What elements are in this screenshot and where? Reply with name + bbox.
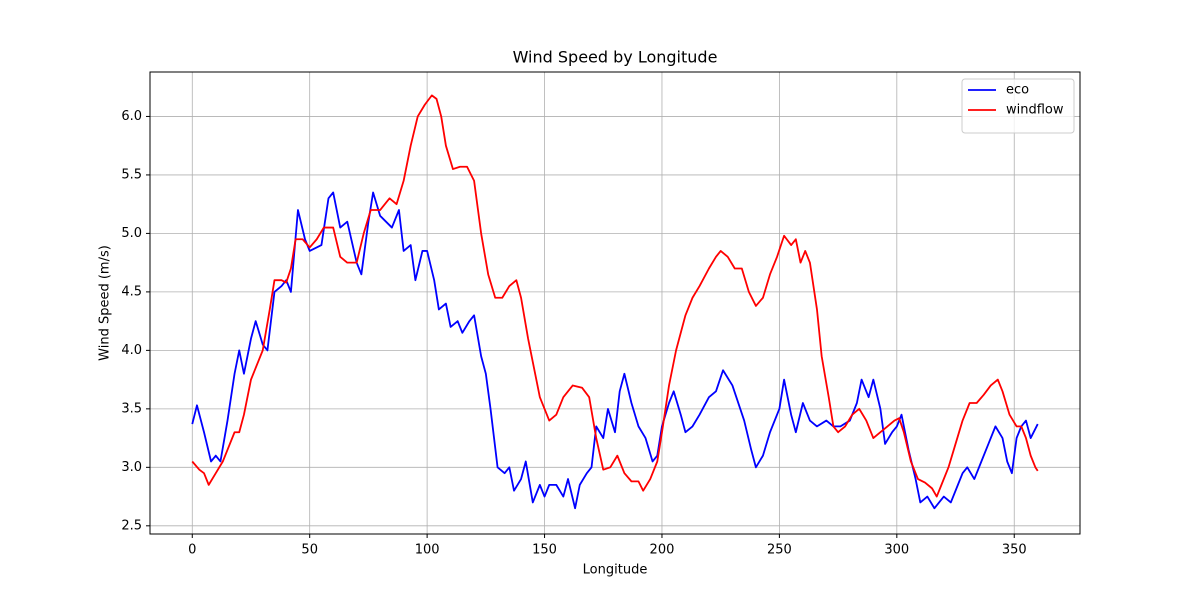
- y-tick-label: 3.0: [121, 460, 142, 475]
- x-tick-label: 200: [650, 543, 675, 558]
- y-tick-label: 2.5: [121, 518, 142, 533]
- plot-frame: [149, 71, 1081, 535]
- y-tick-label: 6.0: [121, 109, 142, 124]
- x-tick-label: 100: [415, 543, 440, 558]
- y-tick-label: 4.5: [121, 284, 142, 299]
- data-line: [191, 191, 1039, 510]
- y-tick-label: 3.5: [121, 401, 142, 416]
- x-tick-label: 350: [1002, 543, 1027, 558]
- x-tick-label: 300: [884, 543, 909, 558]
- x-tick-label: 150: [532, 543, 557, 558]
- x-tick-label: 50: [301, 543, 318, 558]
- data-line: [191, 94, 1039, 498]
- legend-label: windflow: [1006, 103, 1064, 118]
- x-axis-label: Longitude: [583, 563, 648, 578]
- legend-label: eco: [1006, 83, 1029, 98]
- y-tick-label: 4.0: [121, 343, 142, 358]
- y-tick-label: 5.0: [121, 226, 142, 241]
- chart-title: Wind Speed by Longitude: [513, 48, 718, 67]
- x-tick-label: 0: [188, 543, 196, 558]
- y-axis-label: Wind Speed (m/s): [98, 245, 113, 361]
- x-tick-label: 250: [767, 543, 792, 558]
- legend-box: [961, 78, 1075, 134]
- y-tick-label: 5.5: [121, 167, 142, 182]
